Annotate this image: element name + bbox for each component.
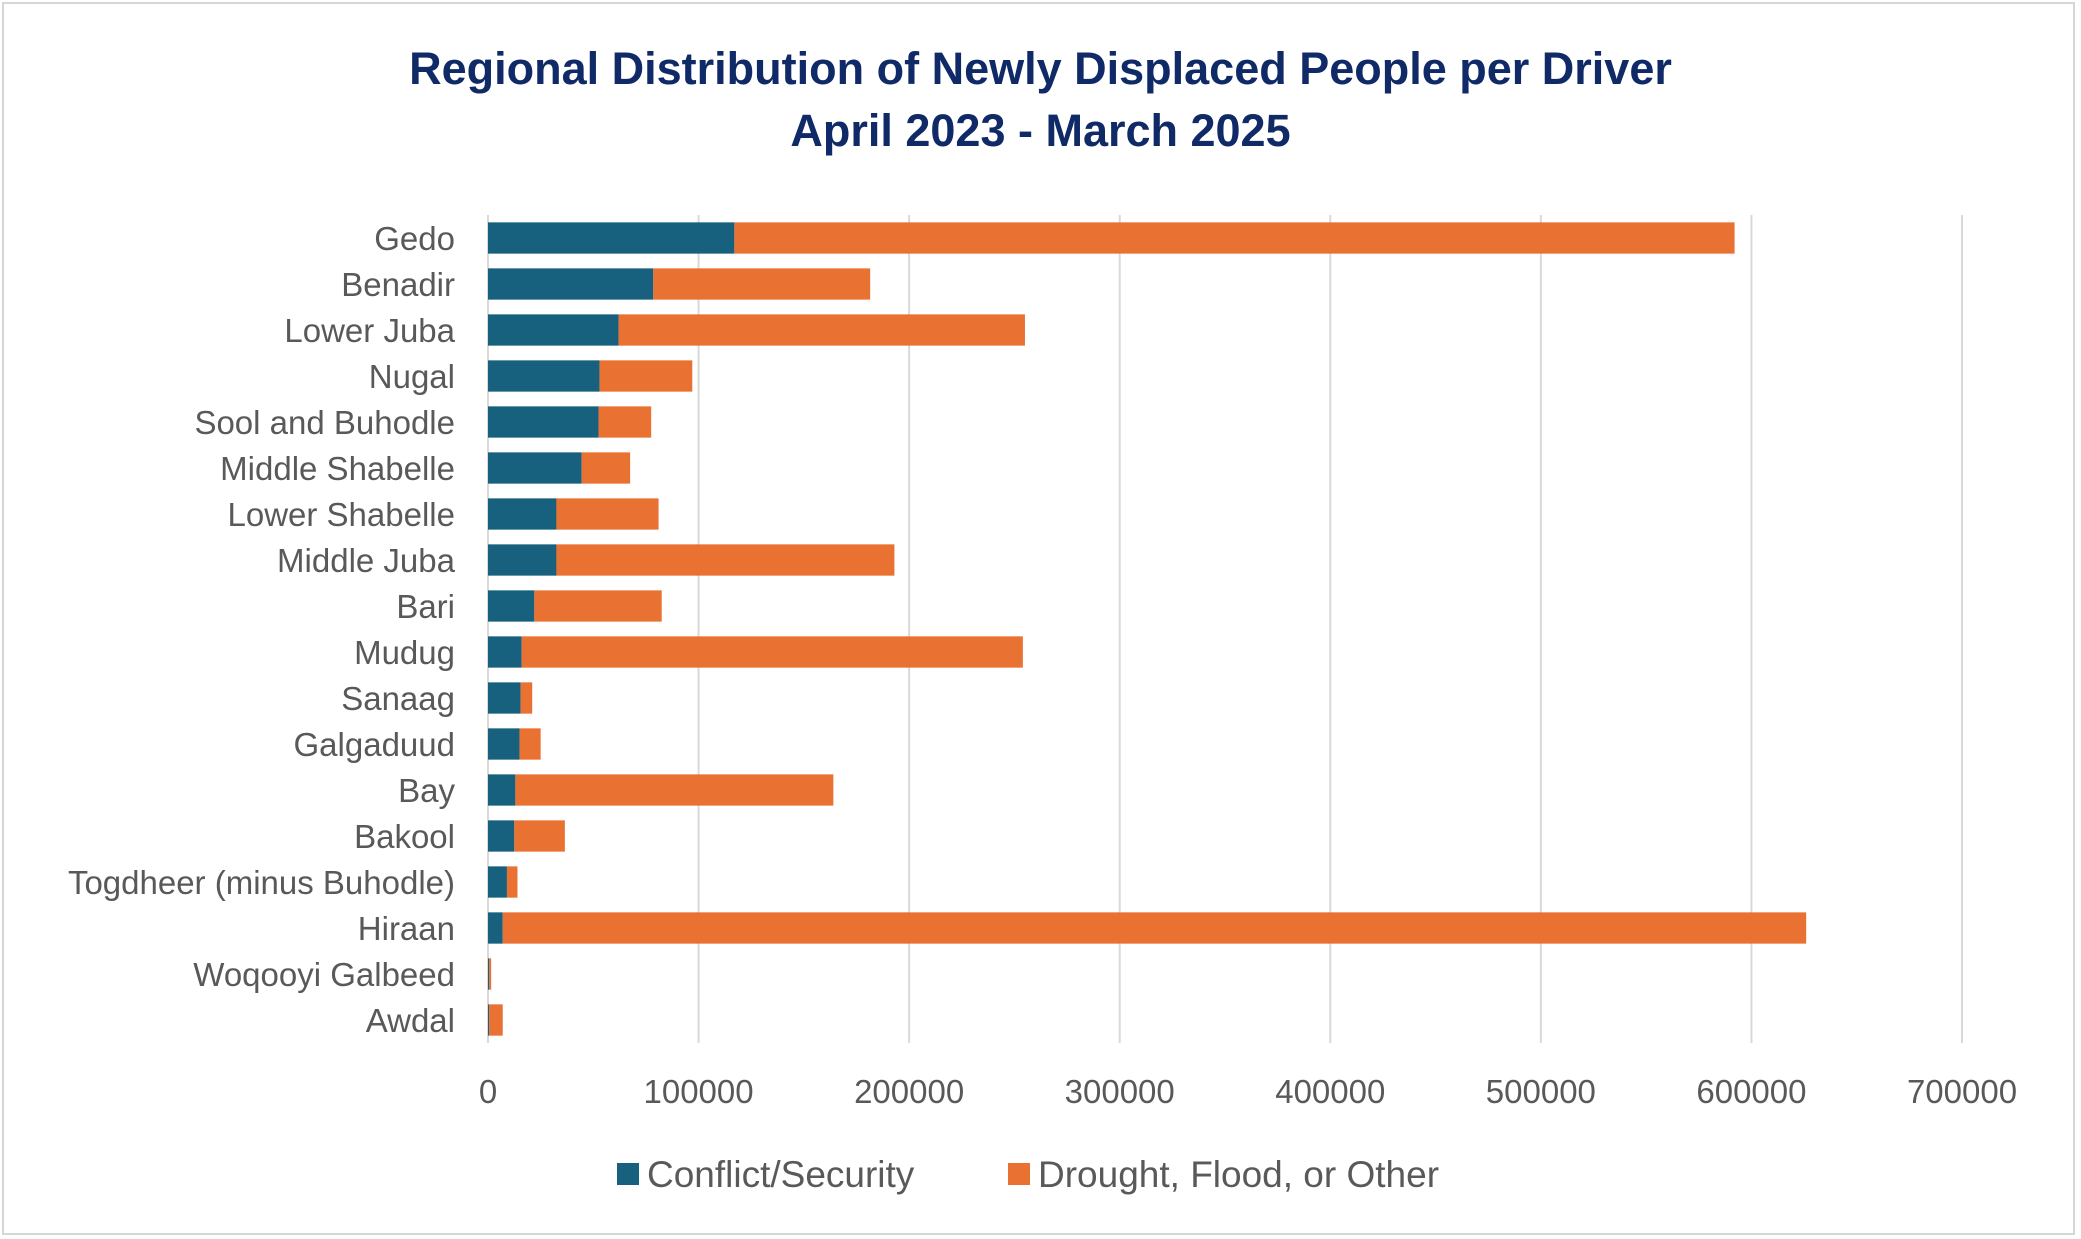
bar-drought-flood-other	[489, 1004, 503, 1036]
x-tick-label: 0	[479, 1073, 497, 1110]
x-tick-label: 400000	[1275, 1073, 1385, 1110]
bar-drought-flood-other	[618, 314, 1025, 346]
bar-drought-flood-other	[534, 590, 662, 622]
bar-conflict-security	[488, 1004, 490, 1036]
category-label: Bakool	[354, 818, 455, 855]
category-label: Awdal	[366, 1002, 455, 1039]
bar-conflict-security	[488, 452, 582, 484]
bar-conflict-security	[488, 866, 507, 898]
category-label: Lower Shabelle	[228, 496, 456, 533]
bar-drought-flood-other	[519, 728, 541, 760]
title-line: Regional Distribution of Newly Displaced…	[409, 43, 1672, 94]
category-label: Mudug	[354, 634, 455, 671]
bar-conflict-security	[488, 590, 535, 622]
bar-conflict-security	[488, 222, 735, 254]
category-label: Hiraan	[358, 910, 455, 947]
category-label: Sanaag	[341, 680, 455, 717]
bar-conflict-security	[488, 268, 654, 300]
bar-drought-flood-other	[653, 268, 871, 300]
x-tick-label: 300000	[1065, 1073, 1175, 1110]
category-label: Togdheer (minus Buhodle)	[68, 864, 455, 901]
category-label: Lower Juba	[284, 312, 455, 349]
legend-label: Conflict/Security	[647, 1154, 915, 1195]
bar-conflict-security	[488, 682, 521, 714]
legend: Conflict/Security Drought, Flood, or Othe…	[617, 1154, 1439, 1195]
bar-drought-flood-other	[521, 636, 1023, 668]
legend-swatch	[1008, 1163, 1030, 1185]
chart-title: Regional Distribution of Newly Displaced…	[0, 38, 2081, 162]
x-tick-label: 700000	[1907, 1073, 2017, 1110]
x-tick-label: 600000	[1696, 1073, 1806, 1110]
bar-drought-flood-other	[514, 820, 565, 852]
bar-conflict-security	[488, 958, 490, 990]
category-label: Gedo	[374, 220, 455, 257]
legend-swatch	[617, 1163, 639, 1185]
bar-drought-flood-other	[599, 360, 693, 392]
bar-drought-flood-other	[598, 406, 652, 438]
category-label: Woqooyi Galbeed	[193, 956, 455, 993]
bar-conflict-security	[488, 774, 516, 806]
category-label: Bay	[398, 772, 455, 809]
bar-conflict-security	[488, 498, 557, 530]
bar-drought-flood-other	[506, 866, 518, 898]
bar-conflict-security	[488, 314, 619, 346]
category-labels: Gedo Benadir Lower Juba Nugal Sool and Buhod…	[68, 220, 456, 1039]
bar-conflict-security	[488, 544, 557, 576]
subtitle-line: April 2023 - March 2025	[790, 105, 1291, 156]
bar-drought-flood-other	[515, 774, 834, 806]
category-label: Sool and Buhodle	[194, 404, 455, 441]
category-label: Middle Juba	[277, 542, 456, 579]
x-tick-labels: 0 100000 200000 300000 400000 500000 600000 700…	[479, 1073, 2017, 1110]
bar-conflict-security	[488, 912, 503, 944]
x-tick-label: 500000	[1486, 1073, 1596, 1110]
bars	[488, 222, 1807, 1036]
bar-conflict-security	[488, 728, 520, 760]
x-tick-label: 200000	[854, 1073, 964, 1110]
category-label: Middle Shabelle	[220, 450, 455, 487]
category-label: Benadir	[341, 266, 455, 303]
category-label: Nugal	[369, 358, 455, 395]
category-label: Galgaduud	[294, 726, 455, 763]
bar-conflict-security	[488, 820, 515, 852]
bar-drought-flood-other	[581, 452, 631, 484]
bar-drought-flood-other	[502, 912, 1807, 944]
bar-drought-flood-other	[520, 682, 533, 714]
category-label: Bari	[396, 588, 455, 625]
bar-conflict-security	[488, 636, 522, 668]
bar-conflict-security	[488, 360, 600, 392]
legend-label: Drought, Flood, or Other	[1038, 1154, 1439, 1195]
x-tick-label: 100000	[644, 1073, 754, 1110]
bar-drought-flood-other	[489, 958, 492, 990]
bar-conflict-security	[488, 406, 599, 438]
bar-drought-flood-other	[734, 222, 1735, 254]
bar-drought-flood-other	[556, 498, 659, 530]
gridlines	[487, 215, 1963, 1043]
bar-drought-flood-other	[556, 544, 895, 576]
